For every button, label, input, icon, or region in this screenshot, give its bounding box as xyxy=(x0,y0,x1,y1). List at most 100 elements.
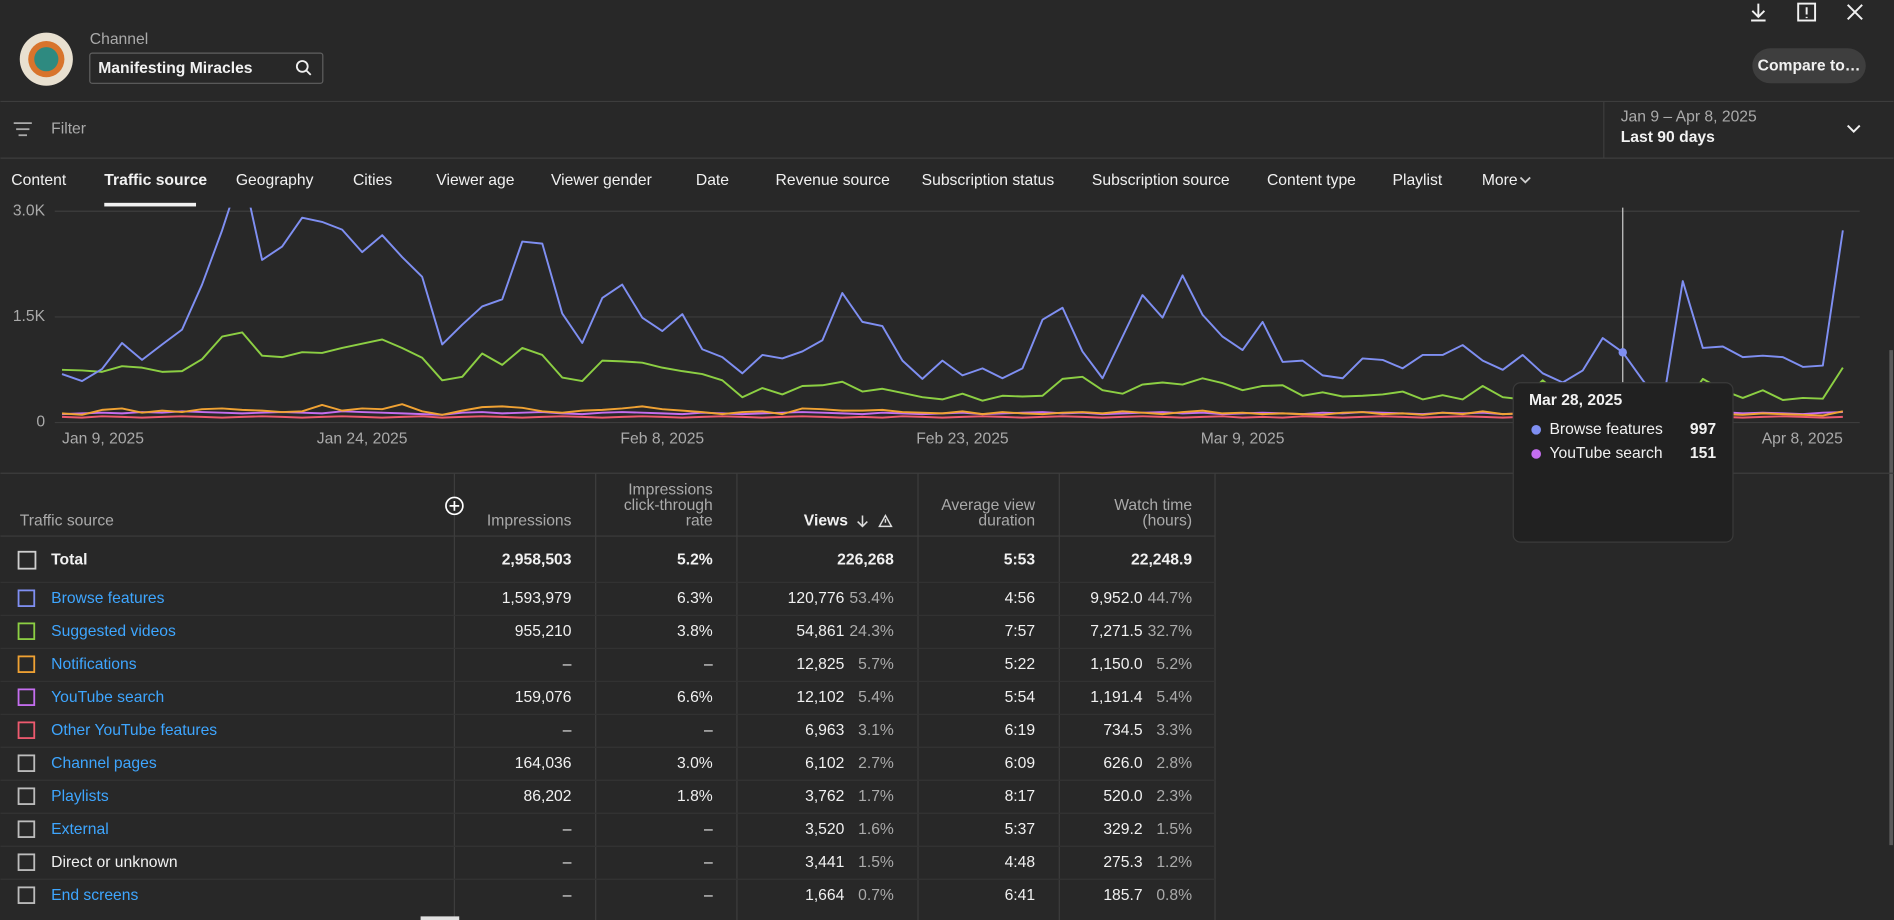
tab[interactable]: Date xyxy=(696,172,729,189)
source-name[interactable]: Playlists xyxy=(51,788,109,805)
cell: 734.5 xyxy=(1103,722,1143,739)
hover-dot xyxy=(1618,348,1627,357)
tab[interactable]: Subscription status xyxy=(922,172,1055,189)
tab[interactable]: Subscription source xyxy=(1092,172,1230,189)
checkbox[interactable] xyxy=(17,589,36,607)
y-tick-label: 1.5K xyxy=(13,308,46,325)
cell: 5.4% xyxy=(1156,689,1192,706)
source-name[interactable]: End screens xyxy=(51,887,138,904)
tooltip-value: 997 xyxy=(1690,421,1716,438)
tab[interactable]: Cities xyxy=(353,172,392,189)
checkbox[interactable] xyxy=(17,886,36,904)
cell: 7:57 xyxy=(1005,623,1036,640)
checkbox[interactable] xyxy=(17,550,37,570)
cell: 185.7 xyxy=(1103,887,1142,904)
source-name[interactable]: Browse features xyxy=(51,590,165,607)
tab[interactable]: Traffic source xyxy=(104,172,207,189)
tab[interactable]: Revenue source xyxy=(776,172,891,189)
total-label: Total xyxy=(51,551,87,568)
cell: 9,952.0 xyxy=(1090,590,1143,607)
table-bg xyxy=(0,473,1216,920)
tooltip-name: Browse features xyxy=(1549,421,1663,438)
x-tick-label: Feb 23, 2025 xyxy=(916,431,1009,448)
avatar[interactable] xyxy=(19,32,73,86)
source-name[interactable]: Channel pages xyxy=(51,755,157,772)
cell: 1,150.0 xyxy=(1090,656,1143,673)
cell: 6,102 xyxy=(805,755,844,772)
column-header: Average view xyxy=(941,497,1036,514)
cell: 12,825 xyxy=(796,656,844,673)
series-line xyxy=(61,207,1844,406)
tooltip-dot xyxy=(1531,449,1542,459)
cell: 6.6% xyxy=(677,689,713,706)
cell: 5:54 xyxy=(1005,689,1036,706)
cell: 6,963 xyxy=(805,722,845,739)
checkbox[interactable] xyxy=(17,853,36,871)
cell: – xyxy=(563,887,572,904)
filter-icon[interactable] xyxy=(13,122,32,137)
cell: 44.7% xyxy=(1148,590,1193,607)
channel-box[interactable] xyxy=(89,52,324,84)
checkbox[interactable] xyxy=(17,754,36,772)
source-name[interactable]: Suggested videos xyxy=(51,623,176,640)
tab[interactable]: More xyxy=(1482,172,1518,189)
cell: 6.3% xyxy=(677,590,713,607)
total-cell: 22,248.9 xyxy=(1131,551,1192,568)
column-header: click-through xyxy=(624,497,713,514)
checkbox[interactable] xyxy=(17,655,36,673)
cell: 329.2 xyxy=(1103,821,1142,838)
warning-icon xyxy=(878,514,893,528)
cell: 1.8% xyxy=(677,788,713,805)
cell: 6:19 xyxy=(1005,722,1036,739)
tooltip-dot xyxy=(1531,424,1542,435)
source-name[interactable]: External xyxy=(51,821,109,838)
tab[interactable]: Viewer age xyxy=(436,172,514,189)
cell: 6:09 xyxy=(1005,755,1036,772)
add-metric-plus xyxy=(449,501,460,511)
tab[interactable]: Playlist xyxy=(1393,172,1443,189)
checkbox[interactable] xyxy=(17,787,36,805)
cell: – xyxy=(704,887,713,904)
source-name[interactable]: Other YouTube features xyxy=(51,722,217,739)
dropdown-icon[interactable] xyxy=(1846,124,1861,133)
date-range: Jan 9 – Apr 8, 2025 xyxy=(1621,108,1757,125)
cell: 2.8% xyxy=(1156,755,1192,772)
column-header: duration xyxy=(978,513,1035,530)
cell: 520.0 xyxy=(1103,788,1143,805)
search-icon[interactable] xyxy=(295,60,312,76)
checkbox[interactable] xyxy=(17,820,36,838)
column-header: Impressions xyxy=(628,481,713,498)
cell: – xyxy=(563,821,572,838)
cell: 3.1% xyxy=(858,722,894,739)
tooltip-date: Mar 28, 2025 xyxy=(1529,392,1623,409)
source-name[interactable]: YouTube search xyxy=(51,689,164,706)
tab[interactable]: Geography xyxy=(236,172,314,189)
tab[interactable]: Viewer gender xyxy=(551,172,652,189)
cell: 4:56 xyxy=(1005,590,1036,607)
compare-label: Compare to… xyxy=(1758,58,1861,75)
total-cell: 5.2% xyxy=(677,551,713,568)
tooltip xyxy=(1512,382,1734,543)
x-tick-label: Jan 9, 2025 xyxy=(62,431,144,448)
checkbox[interactable] xyxy=(17,721,36,739)
checkbox[interactable] xyxy=(17,622,36,640)
sort-icon[interactable] xyxy=(857,515,868,528)
period[interactable]: Last 90 days xyxy=(1621,129,1715,146)
column-header: Impressions xyxy=(487,513,572,530)
tab[interactable]: Content type xyxy=(1267,172,1356,189)
source-name[interactable]: Notifications xyxy=(51,656,137,673)
channel-name: Manifesting Miracles xyxy=(98,60,253,77)
tab-indicator xyxy=(104,202,197,207)
x-tick-label: Mar 9, 2025 xyxy=(1201,431,1285,448)
top-icons[interactable] xyxy=(1751,2,1863,22)
compare-button[interactable] xyxy=(1752,48,1866,84)
checkbox[interactable] xyxy=(17,688,36,706)
tooltip-value: 151 xyxy=(1690,445,1716,462)
more-icon xyxy=(1519,176,1531,184)
cell: 24.3% xyxy=(849,623,894,640)
total-cell: 226,268 xyxy=(837,551,894,568)
filter-input[interactable]: Filter xyxy=(51,120,86,137)
tab[interactable]: Content xyxy=(11,172,67,189)
